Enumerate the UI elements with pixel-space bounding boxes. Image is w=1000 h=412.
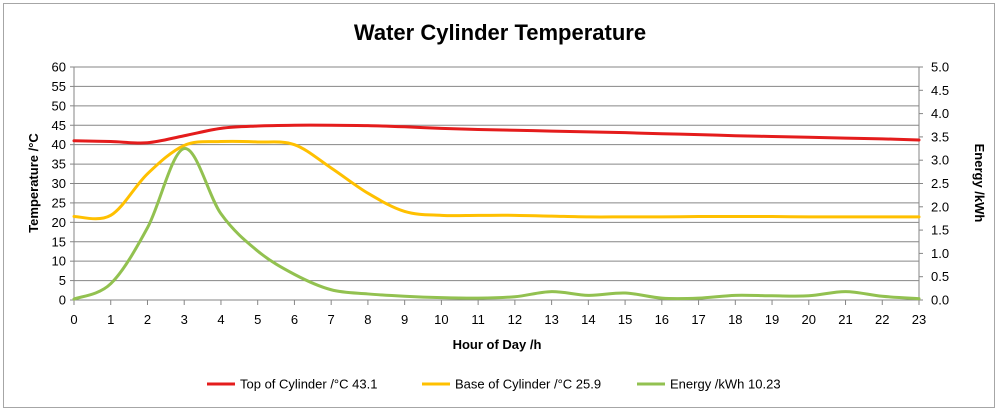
y2-tick-label: 2.0 — [931, 199, 949, 214]
y-tick-label: 20 — [52, 215, 66, 230]
y-axis-label: Temperature /°C — [26, 133, 41, 233]
y-tick-label: 45 — [52, 118, 66, 133]
y-tick-label: 10 — [52, 254, 66, 269]
legend: Top of Cylinder /°C 43.1 Base of Cylinder… — [207, 377, 781, 392]
x-tick-label: 17 — [691, 312, 705, 327]
x-tick-label: 20 — [802, 312, 816, 327]
y2-tick-label: 0.5 — [931, 269, 949, 284]
y2-tick-label: 3.5 — [931, 129, 949, 144]
y2-tick-label: 4.0 — [931, 106, 949, 121]
y-tick-label: 5 — [59, 273, 66, 288]
y-tick-label: 40 — [52, 137, 66, 152]
series-line-2 — [72, 147, 921, 301]
x-tick-label: 6 — [291, 312, 298, 327]
x-tick-label: 22 — [875, 312, 889, 327]
y-tick-label: 35 — [52, 157, 66, 172]
legend-label-1: Base of Cylinder /°C 25.9 — [455, 377, 601, 392]
x-tick-label: 16 — [655, 312, 669, 327]
y-tick-label: 55 — [52, 79, 66, 94]
left-axis-ticks: 0 5 10 15 20 25 30 35 40 45 50 55 60 — [52, 60, 74, 308]
y2-tick-label: 1.0 — [931, 246, 949, 261]
series-line-0 — [72, 123, 921, 145]
x-tick-label: 4 — [217, 312, 224, 327]
y2-axis-label: Energy /kWh — [972, 144, 987, 223]
right-axis-ticks: 0.0 0.5 1.0 1.5 2.0 2.5 3.0 3.5 4.0 4.5 5.0 — [919, 60, 949, 308]
x-tick-label: 21 — [838, 312, 852, 327]
x-tick-label: 18 — [728, 312, 742, 327]
chart-title: Water Cylinder Temperature — [354, 20, 646, 45]
x-tick-label: 10 — [434, 312, 448, 327]
y-tick-label: 0 — [59, 293, 66, 308]
y2-tick-label: 4.5 — [931, 83, 949, 98]
x-axis-ticks: 0 1 2 3 4 5 6 7 8 9 10 11 12 13 14 15 16 17 18 19 20 21 22 23 — [70, 300, 926, 327]
x-tick-label: 5 — [254, 312, 261, 327]
x-tick-label: 11 — [471, 312, 485, 327]
x-tick-label: 8 — [364, 312, 371, 327]
x-tick-label: 3 — [181, 312, 188, 327]
x-tick-label: 14 — [581, 312, 595, 327]
y2-tick-label: 5.0 — [931, 60, 949, 75]
legend-label-2: Energy /kWh 10.23 — [670, 377, 781, 392]
y-tick-label: 30 — [52, 176, 66, 191]
y-tick-label: 60 — [52, 60, 66, 75]
x-tick-label: 7 — [328, 312, 335, 327]
y2-tick-label: 0.0 — [931, 293, 949, 308]
chart-frame — [3, 3, 995, 408]
x-tick-label: 2 — [144, 312, 151, 327]
x-tick-label: 15 — [618, 312, 632, 327]
y-tick-label: 25 — [52, 195, 66, 210]
legend-label-0: Top of Cylinder /°C 43.1 — [240, 377, 377, 392]
x-tick-label: 0 — [70, 312, 77, 327]
grid-lines — [74, 66, 919, 282]
series-line-1 — [72, 139, 921, 221]
x-tick-label: 23 — [912, 312, 926, 327]
x-tick-label: 1 — [107, 312, 114, 327]
y-tick-label: 15 — [52, 234, 66, 249]
x-tick-label: 19 — [765, 312, 779, 327]
y-tick-label: 50 — [52, 98, 66, 113]
x-tick-label: 13 — [544, 312, 558, 327]
x-tick-label: 9 — [401, 312, 408, 327]
y2-tick-label: 3.0 — [931, 153, 949, 168]
series-lines — [72, 123, 921, 301]
y2-tick-label: 1.5 — [931, 223, 949, 238]
y2-tick-label: 2.5 — [931, 176, 949, 191]
x-axis-label: Hour of Day /h — [453, 337, 542, 352]
plot-area-border — [73, 66, 920, 301]
x-tick-label: 12 — [508, 312, 522, 327]
